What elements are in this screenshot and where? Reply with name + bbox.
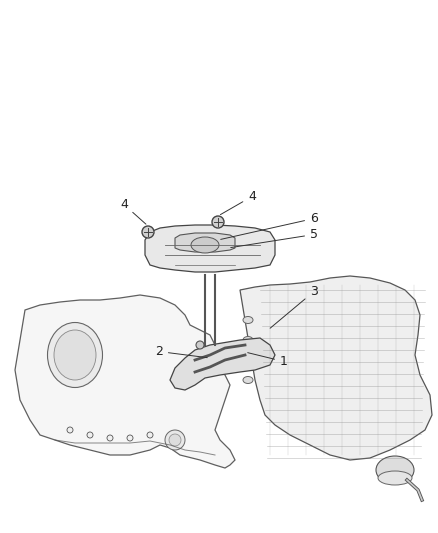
Circle shape	[165, 430, 185, 450]
Circle shape	[107, 435, 113, 441]
Text: 4: 4	[220, 190, 256, 215]
Polygon shape	[15, 295, 235, 468]
Ellipse shape	[243, 317, 253, 324]
Polygon shape	[240, 276, 432, 460]
Circle shape	[127, 435, 133, 441]
Circle shape	[196, 341, 204, 349]
Ellipse shape	[47, 322, 102, 387]
Text: 3: 3	[270, 285, 318, 328]
Polygon shape	[170, 338, 275, 390]
Polygon shape	[145, 225, 275, 272]
Circle shape	[142, 226, 154, 238]
Ellipse shape	[243, 336, 253, 343]
Ellipse shape	[243, 376, 253, 384]
Text: 2: 2	[155, 345, 207, 358]
Ellipse shape	[378, 471, 412, 485]
Circle shape	[67, 427, 73, 433]
Circle shape	[169, 434, 181, 446]
Ellipse shape	[376, 456, 414, 484]
Text: 6: 6	[221, 212, 318, 239]
Text: 1: 1	[248, 353, 288, 368]
Ellipse shape	[191, 237, 219, 253]
Circle shape	[212, 216, 224, 228]
Ellipse shape	[54, 330, 96, 380]
Text: 4: 4	[120, 198, 146, 224]
Circle shape	[87, 432, 93, 438]
Polygon shape	[175, 233, 235, 252]
Text: 5: 5	[231, 228, 318, 247]
Circle shape	[147, 432, 153, 438]
